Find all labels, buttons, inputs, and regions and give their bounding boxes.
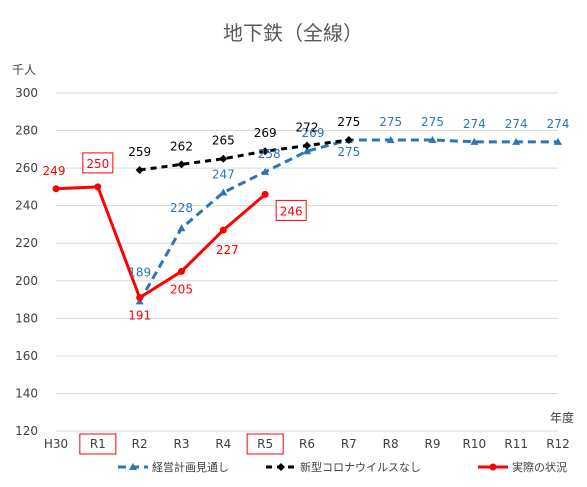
data-label-0-R7: 275 [337,145,360,159]
x-tick-R2: R2 [132,437,148,451]
legend-label-1: 新型コロナウイルスなし [300,460,421,474]
chart-title: 地下鉄（全線） [223,21,363,45]
series-line-2 [55,185,267,300]
data-label-0-R11: 274 [505,117,528,131]
point-2-R3 [178,267,185,275]
point-0-R3 [177,224,186,232]
x-tick-R4: R4 [215,437,231,451]
data-label-0-R2: 189 [128,265,151,279]
point-2-H30 [52,185,60,193]
data-label-0-R5: 258 [258,147,281,161]
x-tick-R3: R3 [174,437,190,451]
y-axis-unit: 千人 [12,63,36,77]
y-tick-160: 160 [15,349,38,363]
x-tick-box-R1 [79,433,117,455]
data-label-1-R4: 265 [212,134,235,148]
point-0-R9 [428,135,437,143]
data-label-2-R2: 191 [128,309,151,323]
point-1-R7 [344,135,353,144]
x-tick-R5: R5 [257,437,273,451]
point-0-R12 [554,137,562,145]
legend-label-0: 経営計画見通し [152,460,229,474]
legend-marker-2 [489,463,497,471]
data-label-0-R9: 275 [421,115,444,129]
x-tick-R7: R7 [341,437,357,451]
y-tick-280: 280 [15,124,38,138]
x-tick-R10: R10 [463,437,487,451]
point-0-R11 [512,137,521,145]
data-label-2-R1: 250 [86,157,109,171]
data-label-0-R8: 275 [379,115,402,129]
point-2-R1 [94,183,102,191]
gridlines [56,92,558,432]
y-tick-240: 240 [15,199,38,213]
point-1-R5 [261,147,270,156]
x-tick-R11: R11 [504,437,528,451]
x-tick-R12: R12 [546,437,570,451]
point-1-R2 [135,165,144,174]
data-label-2-R4: 227 [216,243,239,257]
data-label-0-R10: 274 [463,117,486,131]
x-tick-R8: R8 [383,437,399,451]
point-2-R5 [261,190,269,198]
series-line-0 [138,138,558,303]
point-0-R4 [219,188,228,196]
point-0-R6 [303,147,311,155]
y-tick-180: 180 [15,311,38,325]
x-tick-H30: H30 [44,437,68,451]
data-label-1-R7: 275 [337,115,360,129]
y-tick-220: 220 [15,236,38,250]
y-tick-labels: 120 140 160 180 200 220 240 260 280 300 [15,86,38,438]
data-label-2-R3: 205 [170,282,193,296]
point-1-R3 [177,160,186,169]
data-label-1-R3: 262 [170,139,193,153]
data-label-0-R6: 269 [302,126,325,140]
x-tick-labels: H30 R1 R2 R3 R4 R5 R6 R7 R8 R9 R10 R11 R12 [44,433,570,455]
x-tick-R9: R9 [425,437,441,451]
data-label-2-R5: 246 [280,204,303,218]
y-tick-260: 260 [15,161,38,175]
legend-label-2: 実際の状況 [512,460,567,474]
x-tick-R1: R1 [90,437,106,451]
data-label-0-R12: 274 [547,117,570,131]
legend: 経営計画見通し 新型コロナウイルスなし 実際の状況 [118,460,567,474]
x-axis-unit: 年度 [550,410,574,425]
data-label-2-H30: 249 [43,164,66,178]
data-label-box-2-5 [275,199,307,221]
point-2-R2 [136,294,144,302]
y-tick-140: 140 [15,386,38,400]
y-tick-200: 200 [15,274,38,288]
x-tick-R6: R6 [299,437,315,451]
point-1-R4 [219,154,228,163]
point-1-R6 [303,141,311,150]
point-0-R5 [261,167,270,175]
legend-marker-1 [277,463,285,471]
point-0-R8 [386,135,395,143]
x-tick-box-R5 [246,433,284,455]
y-tick-300: 300 [15,86,38,100]
data-label-1-R2: 259 [128,145,151,159]
data-label-0-R3: 228 [170,201,193,215]
point-2-R4 [219,226,227,234]
data-labels: 189 228 247 258 269 275 275 275 274 274 274 259 262 2… [43,115,570,323]
series-line-1 [139,138,350,172]
data-label-1-R5: 269 [254,126,277,140]
series-lines [52,135,562,305]
point-0-R10 [470,137,479,145]
legend-marker-0 [129,463,137,470]
y-tick-120: 120 [15,424,38,438]
data-label-0-R4: 247 [212,168,235,182]
data-label-box-2-1 [82,152,114,174]
data-label-1-R6: 272 [296,121,319,135]
